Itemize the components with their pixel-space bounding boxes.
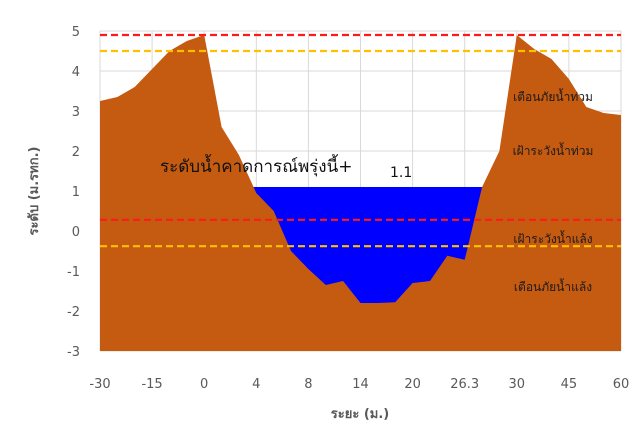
y-tick-label: 1 bbox=[72, 185, 80, 200]
x-tick-label: 30 bbox=[509, 377, 526, 392]
x-tick-labels: -30 -15 0 4 8 14 20 26.3 30 45 60 bbox=[89, 377, 629, 392]
x-tick-label: 8 bbox=[304, 377, 312, 392]
x-tick-label: 45 bbox=[561, 377, 578, 392]
y-tick-label: -1 bbox=[67, 265, 80, 280]
zone-label-1: เตือนภัยน้ำท่วม bbox=[513, 88, 593, 104]
zone-label-2: เฝ้าระวังน้ำท่วม bbox=[513, 142, 594, 158]
forecast-label: ระดับน้ำคาดการณ์พรุ่งนี้+ bbox=[160, 154, 352, 177]
x-tick-label: -30 bbox=[89, 377, 110, 392]
threshold-lines bbox=[100, 33, 621, 248]
zone-label-4: เตือนภัยน้ำแล้ง bbox=[514, 278, 592, 294]
zone-labels: เตือนภัยน้ำท่วมเฝ้าระวังน้ำท่วมเฝ้าระวัง… bbox=[513, 88, 594, 294]
x-tick-label: 4 bbox=[252, 377, 260, 392]
x-tick-label: -15 bbox=[141, 377, 162, 392]
forecast-value: 1.1 bbox=[390, 165, 412, 181]
y-tick-label: 4 bbox=[72, 65, 80, 80]
x-axis-title: ระยะ (ม.) bbox=[331, 407, 389, 422]
x-tick-label: 60 bbox=[613, 377, 630, 392]
ground-profile bbox=[100, 35, 621, 351]
x-tick-label: 26.3 bbox=[450, 377, 479, 392]
y-tick-label: 3 bbox=[72, 105, 80, 120]
x-tick-label: 14 bbox=[352, 377, 369, 392]
y-tick-labels: -3 -2 -1 0 1 2 3 4 5 bbox=[67, 25, 80, 360]
x-tick-label: 0 bbox=[200, 377, 208, 392]
y-tick-label: -3 bbox=[67, 345, 80, 360]
x-tick-label: 20 bbox=[404, 377, 421, 392]
y-tick-label: 5 bbox=[72, 25, 80, 40]
zone-label-3: เฝ้าระวังน้ำแล้ง bbox=[513, 230, 592, 246]
y-axis-title: ระดับ (ม.รทก.) bbox=[27, 147, 42, 236]
ground-area bbox=[100, 35, 621, 351]
y-tick-label: 0 bbox=[72, 225, 80, 240]
y-tick-label: 2 bbox=[72, 145, 80, 160]
y-tick-label: -2 bbox=[67, 305, 80, 320]
